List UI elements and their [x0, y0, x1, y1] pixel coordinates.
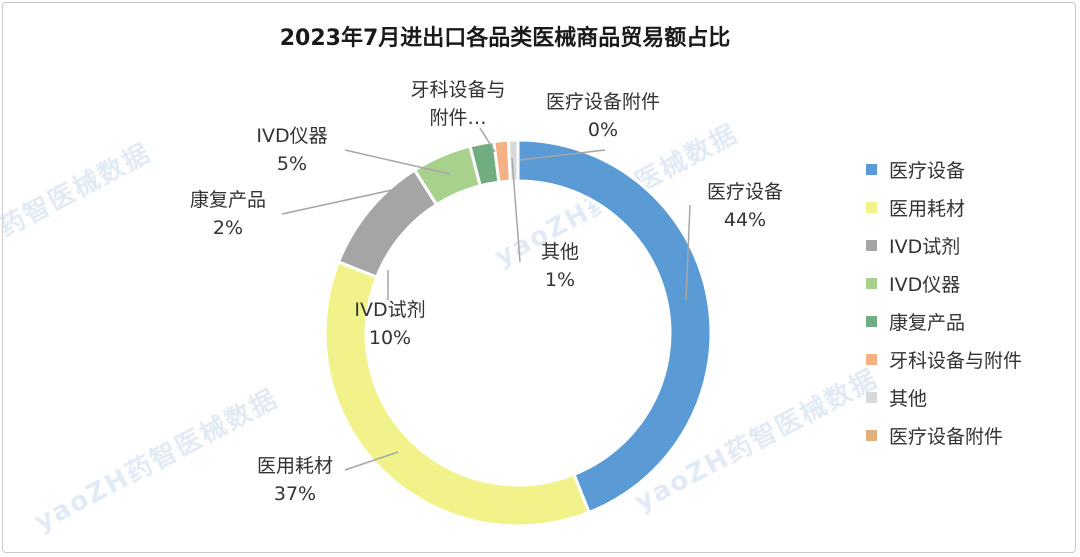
- legend-label: 康复产品: [889, 311, 966, 334]
- label-equipment-accessories: 医疗设备附件 0%: [545, 91, 660, 141]
- label-consumables: 医用耗材 37%: [256, 455, 333, 505]
- legend-item: 医疗设备: [866, 150, 1022, 188]
- label-other: 其他 1%: [540, 241, 579, 291]
- legend-item: IVD仪器: [866, 264, 1022, 302]
- leader-line-0: [685, 204, 691, 301]
- legend-swatch: [866, 201, 877, 213]
- legend-swatch: [866, 391, 877, 403]
- legend-item: IVD试剂: [866, 226, 1022, 264]
- legend-swatch: [866, 239, 877, 251]
- legend-item: 康复产品: [866, 302, 1022, 340]
- slice-2: [336, 167, 439, 279]
- leader-line-6: [511, 157, 521, 263]
- legend-item: 医疗设备附件: [866, 416, 1022, 454]
- legend-swatch: [866, 353, 877, 365]
- legend-swatch: [866, 277, 877, 289]
- leader-line-5: [479, 127, 496, 153]
- legend-label: 医疗设备: [889, 159, 966, 182]
- legend-label: IVD试剂: [889, 235, 961, 258]
- legend-label: 医用耗材: [889, 197, 966, 220]
- legend-item: 其他: [866, 378, 1022, 416]
- legend: 医疗设备医用耗材 IVD试剂 IVD仪器康复产品牙科设备与附件 其他医疗设备附件: [866, 150, 1022, 454]
- label-medical-equipment: 医疗设备 44%: [706, 181, 783, 231]
- legend-swatch: [866, 315, 877, 327]
- leader-line-3: [344, 149, 451, 175]
- legend-label: IVD仪器: [889, 273, 961, 296]
- legend-swatch: [866, 429, 877, 441]
- legend-label: 其他: [889, 387, 928, 410]
- label-rehab: 康复产品 2%: [189, 189, 266, 239]
- slice-6: [506, 138, 520, 183]
- leader-line-4: [281, 189, 393, 215]
- label-dental: 牙科设备与 附件…: [410, 79, 506, 129]
- legend-item: 牙科设备与附件: [866, 340, 1022, 378]
- leader-line-7: [519, 149, 606, 161]
- label-ivd-instrument: IVD仪器 5%: [256, 125, 328, 175]
- legend-item: 医用耗材: [866, 188, 1022, 226]
- slice-0: [516, 138, 713, 515]
- legend-swatch: [866, 163, 877, 175]
- legend-label: 牙科设备与附件: [889, 349, 1023, 372]
- legend-label: 医疗设备附件: [889, 425, 1004, 448]
- chart-title: 2023年7月进出口各品类医械商品贸易额占比: [279, 26, 731, 51]
- label-ivd-reagent: IVD试剂 10%: [354, 299, 426, 349]
- leader-line-1: [344, 451, 399, 471]
